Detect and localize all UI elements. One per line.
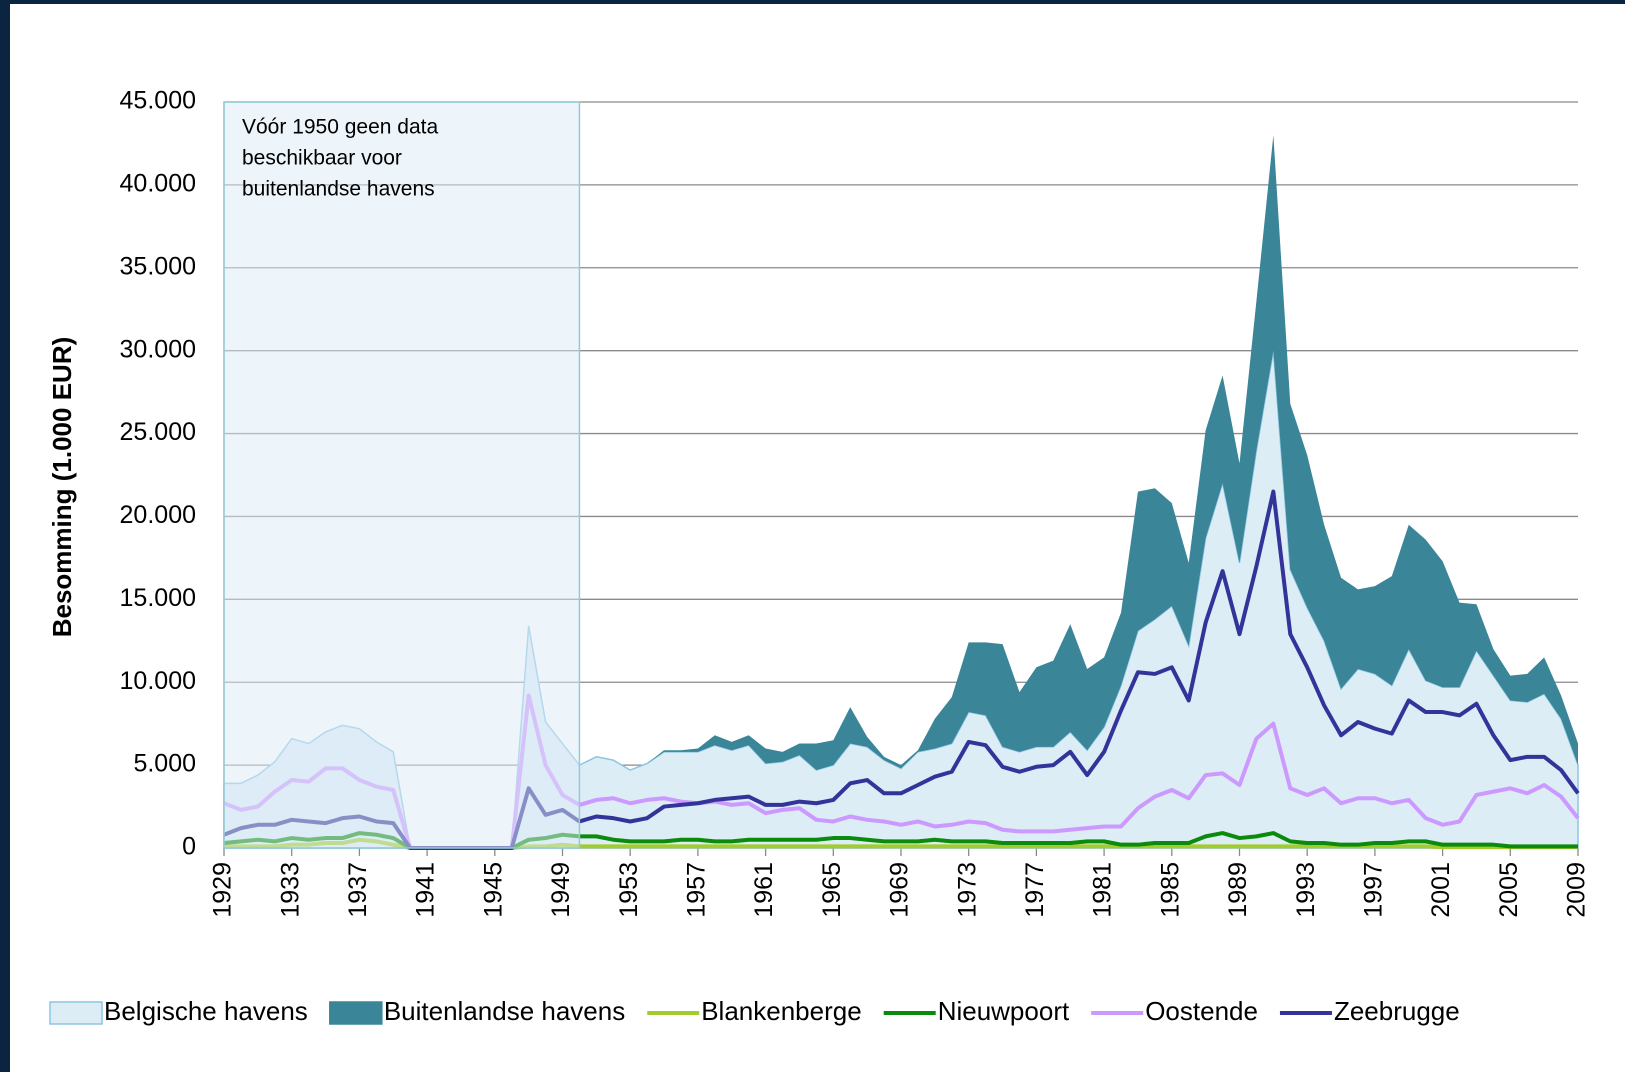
y-tick-label: 25.000 — [120, 418, 196, 446]
legend-label: Blankenberge — [701, 996, 861, 1026]
x-tick-label: 1961 — [750, 862, 778, 918]
y-axis-label: Besomming (1.000 EUR) — [47, 337, 77, 638]
x-tick-label: 1965 — [818, 862, 846, 918]
legend-swatch — [49, 1001, 103, 1025]
x-tick-label: 2001 — [1427, 862, 1455, 918]
legend-item: Zeebrugge — [1279, 996, 1460, 1026]
x-tick-label: 2005 — [1495, 862, 1523, 918]
x-tick-label: 1973 — [953, 862, 981, 918]
x-tick-label: 1933 — [276, 862, 304, 918]
y-tick-label: 0 — [182, 833, 196, 861]
y-tick-label: 15.000 — [120, 584, 196, 612]
legend-label: Buitenlandse havens — [384, 996, 625, 1026]
legend-label: Zeebrugge — [1334, 996, 1460, 1026]
x-tick-label: 2009 — [1563, 862, 1591, 918]
legend-item: Oostende — [1091, 996, 1258, 1026]
legend-item: Buitenlandse havens — [329, 996, 625, 1026]
y-tick-label: 5.000 — [133, 750, 196, 778]
annotation-text: Vóór 1950 geen data — [242, 116, 438, 139]
y-tick-label: 30.000 — [120, 335, 196, 363]
x-tick-label: 1993 — [1292, 862, 1320, 918]
y-tick-label: 20.000 — [120, 501, 196, 529]
y-tick-label: 35.000 — [120, 252, 196, 280]
x-tick-label: 1981 — [1089, 862, 1117, 918]
x-tick-label: 1977 — [1021, 862, 1049, 918]
x-tick-label: 1969 — [886, 862, 914, 918]
area — [579, 135, 1578, 771]
legend-item: Blankenberge — [647, 996, 862, 1026]
annotation-box — [223, 101, 581, 849]
y-tick-label: 45.000 — [120, 87, 196, 115]
x-tick-label: 1949 — [547, 862, 575, 918]
x-tick-label: 1989 — [1224, 862, 1252, 918]
x-tick-label: 1937 — [344, 862, 372, 918]
annotation-text: buitenlandse havens — [242, 178, 435, 201]
legend-label: Oostende — [1145, 996, 1258, 1026]
x-tick-label: 1957 — [683, 862, 711, 918]
legend-item: Nieuwpoort — [883, 996, 1070, 1026]
x-tick-label: 1945 — [479, 862, 507, 918]
x-tick-label: 1985 — [1156, 862, 1184, 918]
x-tick-label: 1941 — [412, 862, 440, 918]
legend-item: Belgische havens — [49, 996, 308, 1026]
legend-swatch — [329, 1001, 383, 1025]
y-tick-label: 40.000 — [120, 169, 196, 197]
annotation-text: beschikbaar voor — [242, 147, 402, 170]
y-tick-label: 10.000 — [120, 667, 196, 695]
x-tick-label: 1997 — [1360, 862, 1388, 918]
legend-label: Belgische havens — [104, 996, 308, 1026]
x-tick-label: 1929 — [209, 862, 237, 918]
x-tick-label: 1953 — [615, 862, 643, 918]
legend-label: Nieuwpoort — [938, 996, 1070, 1026]
